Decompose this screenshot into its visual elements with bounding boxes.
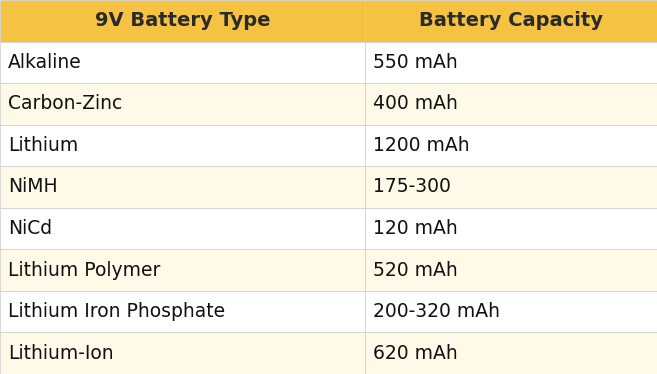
Text: Carbon-Zinc: Carbon-Zinc: [8, 94, 122, 113]
Text: Battery Capacity: Battery Capacity: [419, 11, 603, 30]
Bar: [0, 0, 365, 42]
Text: NiCd: NiCd: [8, 219, 52, 238]
Bar: [365, 249, 657, 291]
Text: Lithium Iron Phosphate: Lithium Iron Phosphate: [8, 302, 225, 321]
Bar: [0, 291, 365, 332]
Text: 120 mAh: 120 mAh: [373, 219, 457, 238]
Bar: [0, 166, 365, 208]
Bar: [0, 332, 365, 374]
Text: NiMH: NiMH: [8, 178, 58, 196]
Bar: [0, 42, 365, 83]
Text: 1200 mAh: 1200 mAh: [373, 136, 469, 155]
Text: Lithium Polymer: Lithium Polymer: [8, 261, 160, 280]
Bar: [365, 332, 657, 374]
Text: Lithium: Lithium: [8, 136, 78, 155]
Text: 9V Battery Type: 9V Battery Type: [95, 11, 270, 30]
Bar: [0, 249, 365, 291]
Bar: [365, 125, 657, 166]
Text: Alkaline: Alkaline: [8, 53, 81, 72]
Bar: [365, 291, 657, 332]
Bar: [365, 42, 657, 83]
Text: 620 mAh: 620 mAh: [373, 344, 457, 363]
Bar: [365, 208, 657, 249]
Bar: [365, 83, 657, 125]
Text: 520 mAh: 520 mAh: [373, 261, 457, 280]
Bar: [0, 83, 365, 125]
Text: Lithium-Ion: Lithium-Ion: [8, 344, 114, 363]
Text: 175-300: 175-300: [373, 178, 451, 196]
Text: 550 mAh: 550 mAh: [373, 53, 457, 72]
Text: 400 mAh: 400 mAh: [373, 94, 457, 113]
Text: 200-320 mAh: 200-320 mAh: [373, 302, 499, 321]
Bar: [0, 125, 365, 166]
Bar: [365, 0, 657, 42]
Bar: [365, 166, 657, 208]
Bar: [0, 208, 365, 249]
